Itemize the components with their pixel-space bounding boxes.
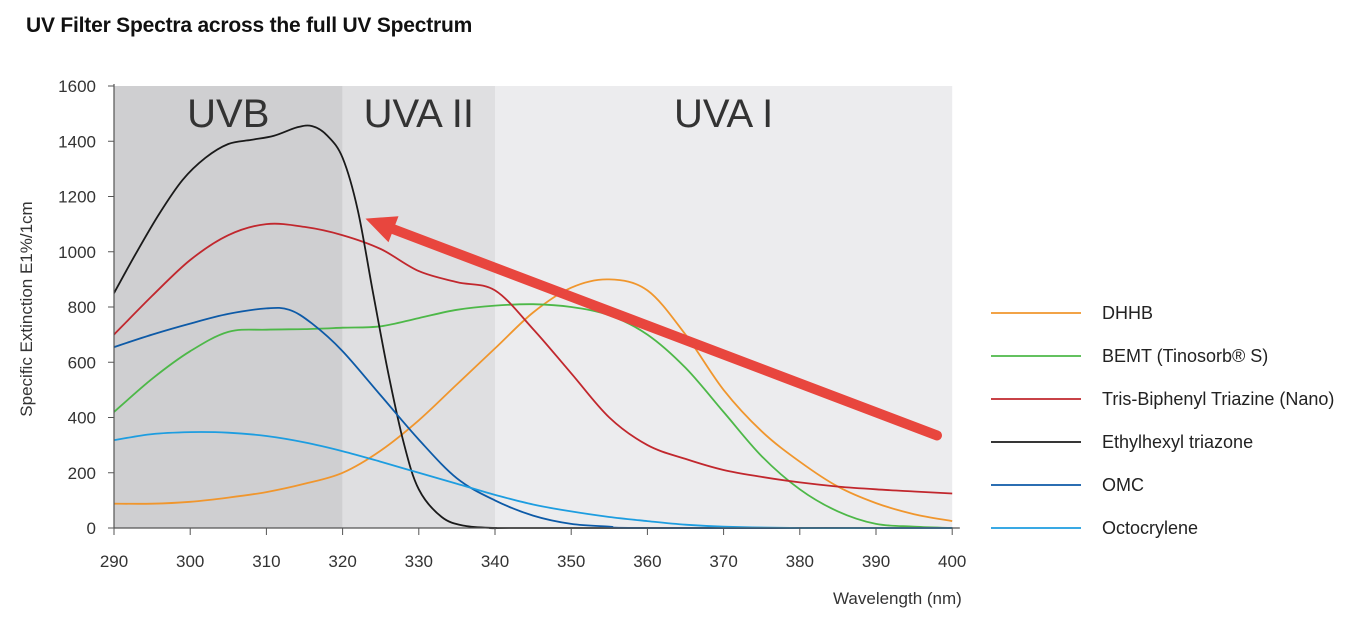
x-tick-label-320: 320 — [328, 552, 356, 571]
series-line-4 — [114, 306, 953, 529]
band-0 — [114, 86, 343, 528]
chart-title: UV Filter Spectra across the full UV Spe… — [26, 14, 473, 37]
band-label-1: UVA II — [364, 92, 474, 136]
y-tick-label-1400: 1400 — [58, 132, 96, 151]
x-tick-label-360: 360 — [633, 552, 661, 571]
legend: DHHB BEMT (Tinosorb® S) Tris-Biphenyl Tria… — [991, 303, 1334, 538]
x-tick-label-330: 330 — [405, 552, 433, 571]
y-tick-label-1000: 1000 — [58, 243, 96, 262]
series-line-2 — [114, 222, 953, 495]
y-tick-label-1200: 1200 — [58, 188, 96, 207]
legend-label-4: OMC — [1102, 475, 1144, 495]
x-tick-label-310: 310 — [252, 552, 280, 571]
x-tick-label-380: 380 — [786, 552, 814, 571]
annotations — [365, 216, 942, 441]
annotation-arrow-shaft-0 — [388, 224, 942, 441]
band-label-0: UVB — [187, 92, 269, 136]
y-tick-label-800: 800 — [68, 298, 96, 317]
y-tick-label-1600: 1600 — [58, 77, 96, 96]
series-line-5 — [114, 431, 953, 529]
legend-label-2: Tris-Biphenyl Triazine (Nano) — [1102, 389, 1334, 409]
y-tick-label-200: 200 — [68, 464, 96, 483]
x-tick-label-370: 370 — [709, 552, 737, 571]
x-tick-label-290: 290 — [100, 552, 128, 571]
x-tick-label-390: 390 — [862, 552, 890, 571]
x-tick-label-340: 340 — [481, 552, 509, 571]
y-tick-label-400: 400 — [68, 409, 96, 428]
annotation-arrow-head-0 — [365, 216, 399, 243]
uv-bands: UVB UVA II UVA I — [114, 86, 953, 528]
axes: 0 200 400 600 800 1000 1200 1400 1600 290 300 310 32… — [17, 77, 966, 608]
band-label-2: UVA I — [674, 92, 773, 136]
y-tick-label-0: 0 — [87, 519, 96, 538]
x-tick-label-300: 300 — [176, 552, 204, 571]
x-tick-label-350: 350 — [557, 552, 585, 571]
band-1 — [342, 86, 495, 528]
x-axis-label: Wavelength (nm) — [833, 589, 962, 608]
legend-label-5: Octocrylene — [1102, 518, 1198, 538]
series-line-0 — [114, 278, 953, 522]
y-tick-label-600: 600 — [68, 353, 96, 372]
series-line-1 — [114, 303, 953, 529]
legend-label-3: Ethylhexyl triazone — [1102, 432, 1253, 452]
x-tick-label-400: 400 — [938, 552, 966, 571]
legend-label-1: BEMT (Tinosorb® S) — [1102, 346, 1268, 366]
y-axis-label: Specific Extinction E1%/1cm — [17, 201, 36, 416]
legend-label-0: DHHB — [1102, 303, 1153, 323]
band-2 — [495, 86, 953, 528]
